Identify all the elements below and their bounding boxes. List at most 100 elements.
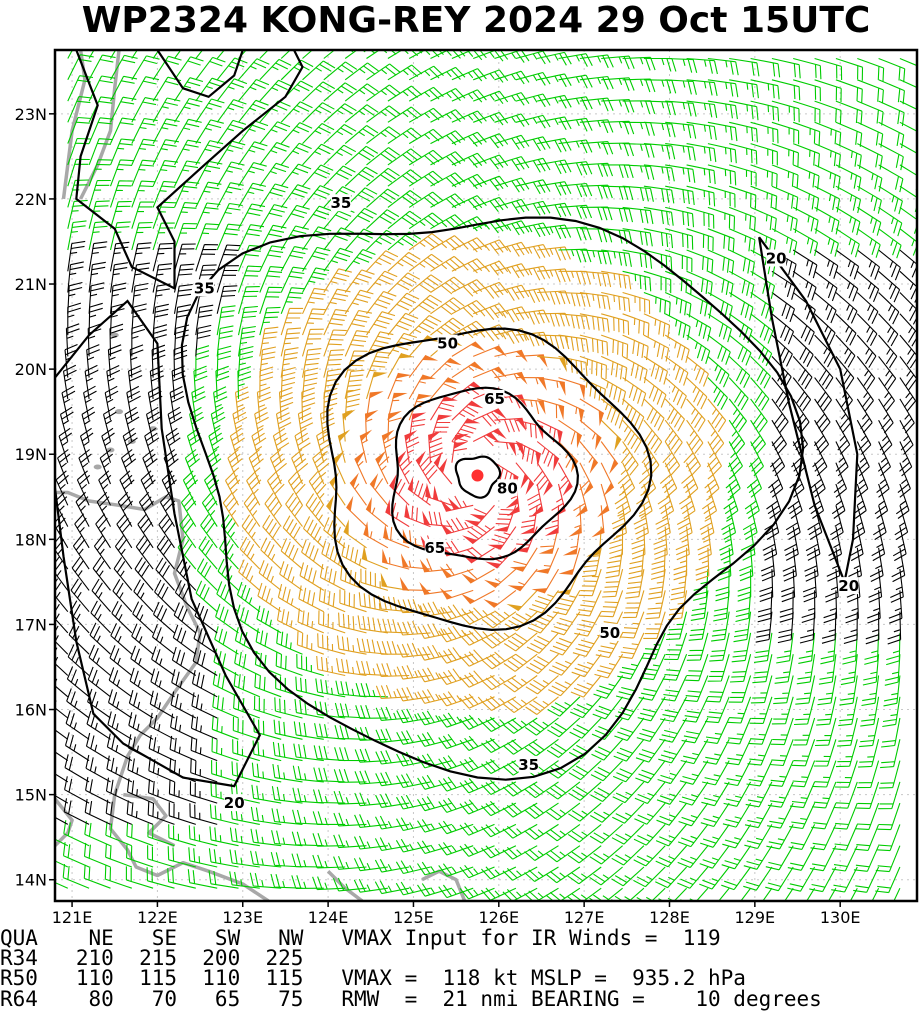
wind-barb: [190, 736, 218, 762]
wind-barb: [193, 625, 218, 655]
barb-staff: [211, 737, 239, 762]
barb-pennant: [543, 481, 553, 496]
barb-staff: [430, 235, 466, 251]
barb-staff: [856, 356, 876, 390]
wind-barb: [301, 328, 324, 357]
wind-barb: [259, 266, 284, 293]
wind-barb: [238, 224, 265, 251]
wind-barb: [430, 317, 465, 336]
barb-staff: [802, 569, 817, 603]
barb-staff: [701, 760, 730, 786]
wind-barb: [451, 152, 487, 168]
barb-staff: [61, 385, 76, 421]
wind-barb: [208, 870, 239, 889]
wind-barb: [545, 866, 581, 884]
barb-staff: [633, 866, 666, 888]
barb-staff: [88, 138, 113, 166]
wind-barb: [622, 419, 642, 453]
wind-barb: [334, 725, 367, 740]
wind-barb: [472, 366, 507, 381]
barb-staff: [502, 887, 538, 901]
barb-staff: [152, 139, 179, 166]
barb-staff: [131, 159, 156, 187]
barb-staff: [57, 449, 71, 485]
wind-barb: [686, 398, 706, 432]
barb-staff: [147, 823, 175, 847]
wind-barb: [152, 601, 175, 634]
wind-barb: [67, 220, 87, 251]
wind-barb: [147, 823, 175, 847]
wind-barb: [882, 696, 901, 728]
wind-barb: [291, 831, 324, 847]
wind-barb: [473, 50, 509, 62]
barb-staff: [700, 824, 730, 848]
wind-barb: [408, 86, 444, 102]
wind-barb: [856, 313, 878, 346]
wind-barb: [318, 610, 346, 634]
wind-barb: [515, 265, 551, 281]
barb-staff: [64, 776, 90, 804]
wind-barb: [302, 287, 328, 315]
barb-staff: [158, 513, 175, 549]
wind-barb: [771, 313, 795, 345]
barb-staff: [312, 449, 330, 485]
wind-barb: [109, 645, 133, 676]
wind-barb: [439, 587, 474, 600]
barb-staff: [88, 54, 116, 81]
barb-staff: [746, 462, 763, 498]
wind-barb: [546, 781, 581, 800]
barb-staff: [878, 249, 901, 281]
wind-barb: [590, 802, 623, 823]
lat-tick-label: 22N: [15, 190, 47, 209]
barb-staff: [170, 691, 197, 719]
wind-barb: [259, 326, 279, 357]
barb-staff: [480, 823, 517, 838]
barb-staff: [417, 796, 453, 812]
wind-barb: [515, 114, 551, 129]
barb-staff: [725, 462, 741, 498]
barb-pennant: [437, 414, 453, 421]
barb-staff: [339, 589, 367, 613]
wind-barb: [814, 79, 842, 103]
barb-staff: [728, 398, 747, 433]
barb-staff: [899, 334, 917, 369]
wind-barb: [558, 161, 593, 176]
wind-barb: [396, 708, 431, 724]
barb-staff: [615, 696, 645, 721]
wind-barb: [524, 738, 559, 757]
barb-staff: [334, 747, 367, 762]
wind-barb: [515, 354, 548, 368]
barb-staff: [188, 825, 218, 847]
barb-staff: [579, 206, 613, 221]
wind-barb: [727, 696, 752, 724]
barb-staff: [459, 778, 495, 794]
wind-barb: [216, 78, 248, 102]
wind-barb: [707, 249, 735, 275]
wind-barb: [537, 181, 572, 196]
wind-barb: [344, 62, 379, 81]
barb-staff: [814, 313, 836, 346]
wind-barb: [67, 179, 89, 208]
barb-staff: [85, 754, 111, 783]
wind-barb: [713, 590, 730, 622]
barb-staff: [315, 678, 346, 698]
barb-staff: [612, 760, 645, 783]
barb-staff: [335, 680, 367, 698]
footer-line-3: R50 110 115 110 115 VMAX = 118 kt MSLP =…: [0, 966, 746, 990]
barb-staff: [291, 853, 324, 868]
wind-barb: [600, 377, 627, 405]
barb-staff: [701, 483, 718, 519]
barb-staff: [503, 653, 538, 672]
barb-staff: [473, 90, 509, 105]
wind-barb: [179, 513, 197, 549]
wind-barb: [374, 837, 410, 852]
wind-barb: [344, 166, 378, 187]
wind-barb: [216, 182, 244, 208]
barb-staff: [332, 877, 367, 892]
wind-barb: [791, 739, 816, 767]
barb-pennant: [513, 547, 529, 553]
barb-staff: [67, 261, 84, 293]
barb-staff: [890, 569, 904, 603]
barb-staff: [65, 323, 80, 357]
